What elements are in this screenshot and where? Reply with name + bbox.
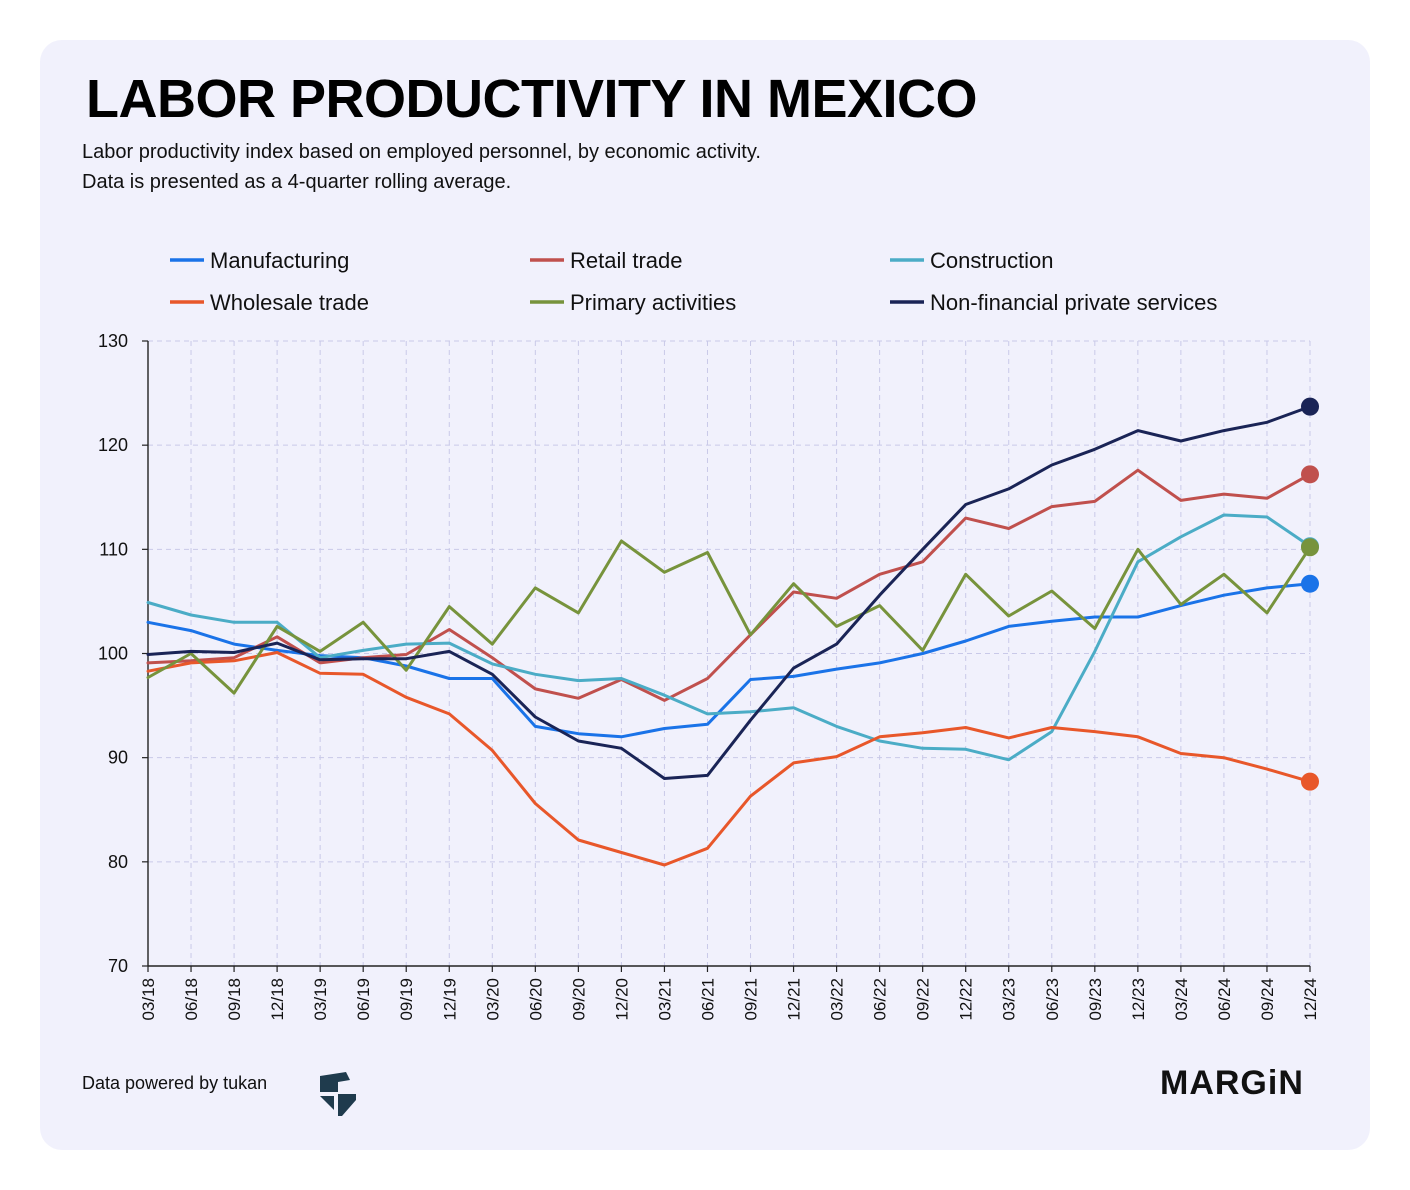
x-tick-label: 09/23 — [1086, 978, 1105, 1021]
y-tick-label: 130 — [98, 331, 128, 351]
x-tick-label: 12/20 — [612, 978, 631, 1021]
chart-card — [40, 40, 1370, 1150]
data-source-note: Data powered by tukan — [82, 1073, 268, 1093]
series-line-primary-activities — [146, 539, 1312, 695]
x-tick-label: 06/18 — [182, 978, 201, 1021]
x-tick-label: 12/24 — [1301, 978, 1320, 1021]
series-line-non-financial-private-services — [146, 405, 1312, 780]
legend: Manufacturing Retail trade Construction Who… — [170, 248, 1217, 315]
x-tick-label: 03/21 — [655, 978, 674, 1021]
x-tick-label: 06/21 — [698, 978, 717, 1021]
x-tick-label: 09/24 — [1258, 978, 1277, 1021]
end-point-retail-trade — [1301, 465, 1319, 484]
end-point-non-financial-private-services — [1301, 397, 1319, 416]
x-tick-label: 12/21 — [785, 978, 804, 1021]
end-point-wholesale-trade — [1301, 772, 1319, 791]
legend-label-retail-trade: Retail trade — [570, 248, 683, 273]
x-tick-label: 03/22 — [828, 978, 847, 1021]
x-tick-label: 12/18 — [268, 978, 287, 1021]
x-tick-label: 03/18 — [139, 978, 158, 1021]
x-tick-label: 06/23 — [1043, 978, 1062, 1021]
series-line-retail-trade — [146, 468, 1312, 702]
series-line-wholesale-trade — [146, 651, 1312, 867]
x-tick-label: 09/21 — [742, 978, 761, 1021]
x-tick-label: 03/19 — [311, 978, 330, 1021]
x-tick-label: 06/24 — [1215, 978, 1234, 1021]
x-tick-label: 06/19 — [354, 978, 373, 1021]
margin-logo: MARGiN — [1160, 1064, 1304, 1102]
x-tick-label: 06/20 — [526, 978, 545, 1021]
x-tick-label: 09/20 — [569, 978, 588, 1021]
y-tick-label: 70 — [108, 956, 128, 976]
y-tick-label: 90 — [108, 748, 128, 768]
legend-label-wholesale-trade: Wholesale trade — [210, 290, 369, 315]
y-tick-label: 80 — [108, 852, 128, 872]
axes: 70 80 90 100 110 120 130 03/18 06/18 09/18 12/18 03… — [98, 331, 1320, 1021]
series-lines — [146, 397, 1319, 867]
x-tick-label: 09/18 — [225, 978, 244, 1021]
end-point-manufacturing — [1301, 574, 1319, 593]
chart-subtitle: Labor productivity index based on employ… — [82, 137, 761, 197]
x-tick-label: 09/22 — [914, 978, 933, 1021]
subtitle-line-2: Data is presented as a 4-quarter rolling… — [82, 171, 512, 193]
legend-label-non-financial-private-services: Non-financial private services — [930, 290, 1217, 315]
end-point-primary-activities — [1301, 538, 1319, 557]
x-tick-label: 09/19 — [397, 978, 416, 1021]
x-tick-label: 03/24 — [1172, 978, 1191, 1021]
y-tick-label: 120 — [98, 435, 128, 455]
x-tick-label: 12/23 — [1129, 978, 1148, 1021]
page-title: LABOR PRODUCTIVITY IN MEXICO — [86, 69, 978, 129]
subtitle-line-1: Labor productivity index based on employ… — [82, 141, 761, 163]
tukan-logo-icon — [320, 1072, 356, 1116]
x-tick-label: 03/23 — [1000, 978, 1019, 1021]
x-tick-label: 12/22 — [957, 978, 976, 1021]
legend-label-construction: Construction — [930, 248, 1054, 273]
legend-label-primary-activities: Primary activities — [570, 290, 736, 315]
x-tick-label: 03/20 — [483, 978, 502, 1021]
series-line-construction — [146, 513, 1312, 762]
series-line-manufacturing — [146, 582, 1312, 739]
x-tick-label: 12/19 — [440, 978, 459, 1021]
x-tick-label: 06/22 — [871, 978, 890, 1021]
y-tick-label: 100 — [98, 644, 128, 664]
grid-lines — [148, 340, 1311, 966]
y-tick-label: 110 — [99, 539, 128, 559]
legend-label-manufacturing: Manufacturing — [210, 248, 349, 273]
